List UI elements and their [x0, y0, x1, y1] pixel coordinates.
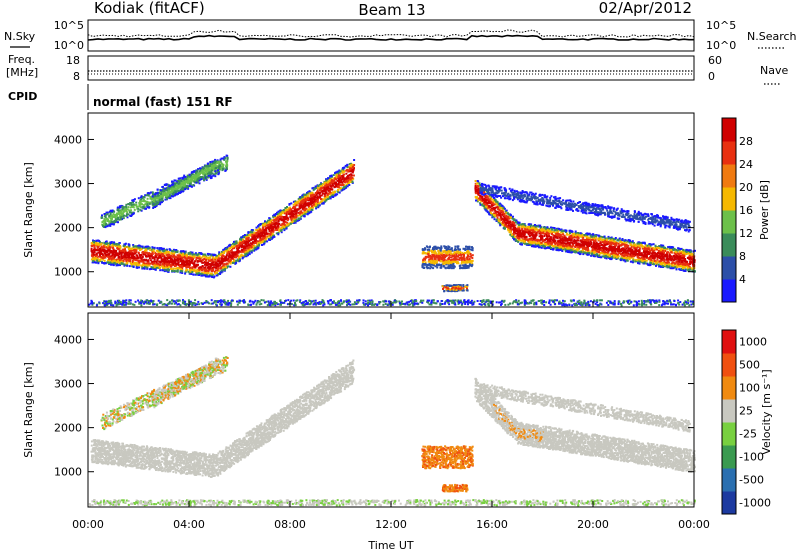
freq-label: Freq. — [8, 53, 35, 66]
nsky-label: N.Sky — [4, 30, 36, 43]
y-tick-label: 1000 — [54, 266, 82, 279]
power-ylabel: Slant Range [km] — [22, 162, 35, 258]
nsky-tick-bottom: 10^0 — [54, 39, 84, 52]
y-tick-label: 2000 — [54, 422, 82, 435]
colorbar-swatch — [722, 141, 736, 165]
station-title: Kodiak (fitACF) — [94, 0, 205, 17]
colorbar-tick: -25 — [739, 428, 757, 441]
velocity-panel: 1000 2000 3000 4000 Slant Range [km] 1000 50… — [22, 313, 773, 515]
nsky-tick-top: 10^5 — [54, 19, 84, 32]
nave-tick-top: 60 — [708, 54, 722, 67]
x-tick-label: 20:00 — [577, 518, 609, 531]
x-axis-label: Time UT — [367, 539, 413, 552]
colorbar-swatch — [722, 468, 736, 492]
colorbar-tick: 28 — [739, 135, 753, 148]
nsky-trace — [88, 36, 694, 41]
colorbar-swatch — [722, 256, 736, 280]
power-panel: 1000 2000 3000 4000 Slant Range [km] 4 8 12 16… — [22, 113, 771, 307]
colorbar-swatch — [722, 233, 736, 257]
freq-panel: Freq. [MHz] 18 8 60 0 Nave — [6, 53, 788, 84]
colorbar-tick: 100 — [739, 382, 760, 395]
colorbar-tick: 12 — [739, 227, 753, 240]
nave-label: Nave — [760, 64, 788, 77]
nsearch-label: N.Search — [747, 30, 797, 43]
velocity-ylabel: Slant Range [km] — [22, 362, 35, 458]
velocity-colorbar-label: Velocity [m s⁻¹] — [760, 369, 773, 454]
y-tick-label: 3000 — [54, 378, 82, 391]
power-colorbar-label: Power [dB] — [758, 180, 771, 240]
beam-title: Beam 13 — [358, 1, 425, 19]
freq-tick-bottom: 8 — [73, 70, 80, 83]
cpid-row: CPID normal (fast) 151 RF — [8, 84, 233, 110]
colorbar-swatch — [722, 376, 736, 400]
y-tick-label: 2000 — [54, 222, 82, 235]
nsky-panel: N.Sky 10^5 10^0 10^5 10^0 N.Search — [4, 19, 797, 52]
nsearch-tick-bottom: 10^0 — [706, 39, 736, 52]
freq-unit-label: [MHz] — [6, 66, 38, 79]
colorbar-tick: 500 — [739, 359, 760, 372]
x-tick-label: 00:00 — [72, 518, 104, 531]
colorbar-tick: 24 — [739, 158, 753, 171]
colorbar-swatch — [722, 164, 736, 188]
nave-tick-bottom: 0 — [708, 70, 715, 83]
colorbar-tick: -500 — [739, 474, 764, 487]
colorbar-tick: 25 — [739, 405, 753, 418]
colorbar-swatch — [722, 399, 736, 423]
x-tick-label: 16:00 — [476, 518, 508, 531]
cpid-text: normal (fast) 151 RF — [93, 95, 233, 109]
colorbar-tick: -1000 — [739, 497, 771, 510]
colorbar-tick: 8 — [739, 250, 746, 263]
colorbar-swatch — [722, 210, 736, 234]
colorbar-swatch — [722, 422, 736, 446]
x-tick-label: 04:00 — [173, 518, 205, 531]
colorbar-swatch — [722, 279, 736, 303]
y-tick-label: 4000 — [54, 333, 82, 346]
y-tick-label: 1000 — [54, 466, 82, 479]
power-colorbar: 4 8 12 16 20 24 28 — [722, 118, 753, 303]
colorbar-swatch — [722, 353, 736, 377]
cpid-label: CPID — [8, 90, 37, 103]
colorbar-tick: 4 — [739, 273, 746, 286]
freq-tick-top: 18 — [66, 54, 80, 67]
colorbar-tick: 1000 — [739, 336, 767, 349]
colorbar-swatch — [722, 330, 736, 354]
x-tick-label: 00:00 — [678, 518, 710, 531]
nsearch-tick-top: 10^5 — [706, 19, 736, 32]
x-tick-label: 08:00 — [274, 518, 306, 531]
colorbar-tick: 16 — [739, 204, 753, 217]
colorbar-swatch — [722, 187, 736, 211]
date-title: 02/Apr/2012 — [599, 0, 692, 17]
colorbar-swatch — [722, 118, 736, 142]
y-tick-label: 3000 — [54, 178, 82, 191]
colorbar-swatch — [722, 445, 736, 469]
y-tick-label: 4000 — [54, 133, 82, 146]
colorbar-tick: 20 — [739, 181, 753, 194]
x-tick-label: 12:00 — [375, 518, 407, 531]
colorbar-swatch — [722, 491, 736, 515]
nsearch-trace — [88, 30, 694, 37]
